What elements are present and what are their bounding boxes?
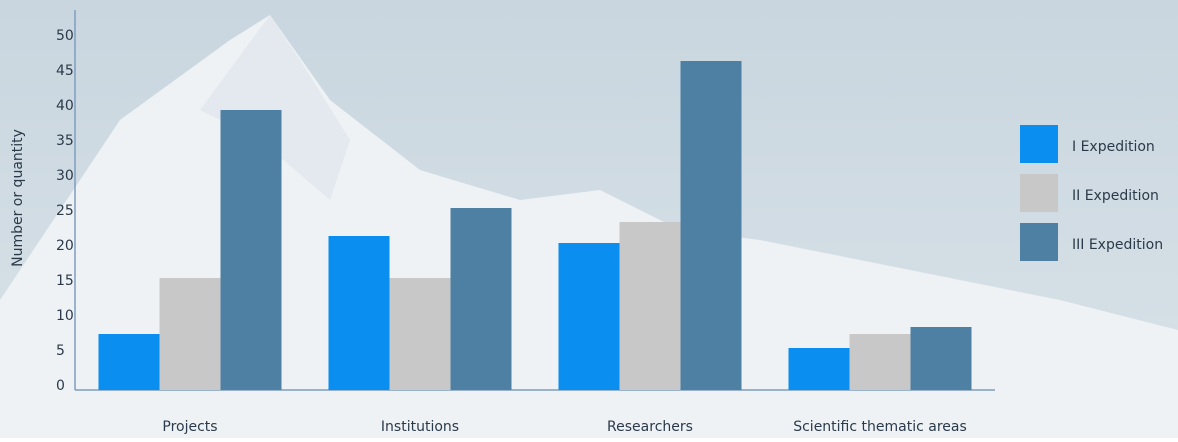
chart: Number or quantity 0 5 10 15 20 25 30 35 40 45 50 P… <box>0 0 1178 438</box>
y-tick-label: 35 <box>56 133 74 149</box>
y-tick-label: 25 <box>56 203 74 219</box>
x-tick-label: Projects <box>162 419 217 435</box>
y-tick-label: 15 <box>56 273 74 289</box>
bar <box>681 61 742 390</box>
x-tick-label: Scientific thematic areas <box>793 419 967 435</box>
y-tick-label: 0 <box>56 378 65 394</box>
legend-swatch <box>1020 174 1058 212</box>
legend-label: II Expedition <box>1072 188 1159 204</box>
y-axis-label: Number or quantity <box>10 129 26 267</box>
bar <box>789 348 850 390</box>
y-tick-label: 10 <box>56 308 74 324</box>
y-tick-label: 40 <box>56 98 74 114</box>
y-tick-label: 5 <box>56 343 65 359</box>
bar <box>911 327 972 390</box>
legend-swatch <box>1020 125 1058 163</box>
y-tick-label: 30 <box>56 168 74 184</box>
bar <box>160 278 221 390</box>
x-tick-label: Researchers <box>607 419 693 435</box>
x-tick-label: Institutions <box>381 419 459 435</box>
bar <box>221 110 282 390</box>
bar <box>99 334 160 390</box>
bar <box>620 222 681 390</box>
legend-label: III Expedition <box>1072 237 1163 253</box>
bar <box>329 236 390 390</box>
bar <box>850 334 911 390</box>
y-tick-label: 50 <box>56 28 74 44</box>
y-tick-label: 20 <box>56 238 74 254</box>
bar <box>559 243 620 390</box>
y-tick-label: 45 <box>56 63 74 79</box>
bar <box>390 278 451 390</box>
bar <box>451 208 512 390</box>
legend-label: I Expedition <box>1072 139 1155 155</box>
legend-swatch <box>1020 223 1058 261</box>
